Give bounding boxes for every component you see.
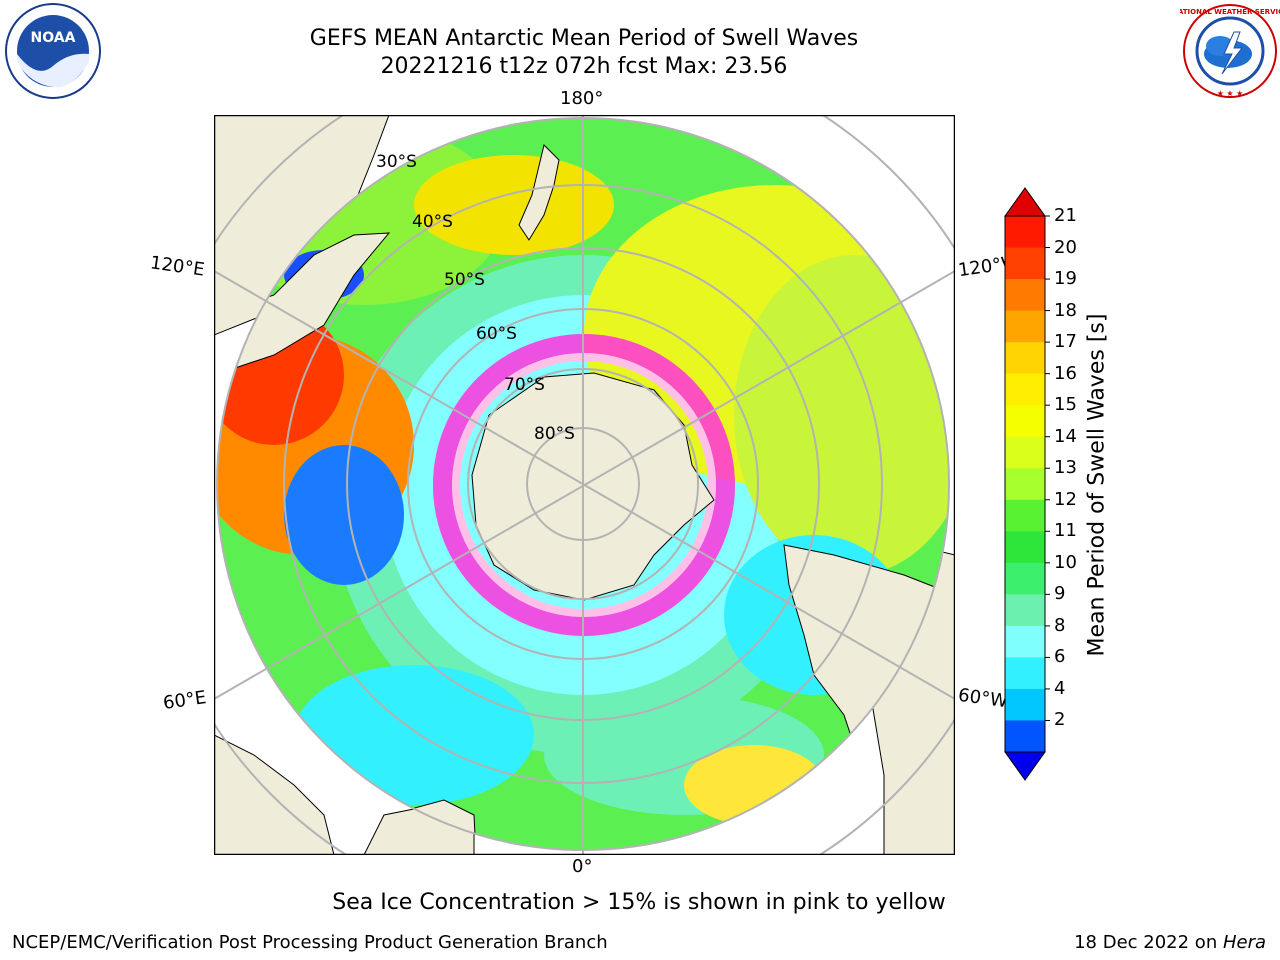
nws-logo-text: NATIONAL WEATHER SERVICE <box>1180 8 1280 16</box>
colorbar-label: Mean Period of Swell Waves [s] <box>1084 313 1110 657</box>
nws-logo: NATIONAL WEATHER SERVICE ★ ★ ★ <box>1180 4 1280 98</box>
colorbar-segment <box>1005 625 1045 658</box>
chart-title: GEFS MEAN Antarctic Mean Period of Swell… <box>309 26 859 51</box>
colorbar-tick-label: 2 <box>1054 709 1066 731</box>
land-new-zealand <box>518 144 560 241</box>
colorbar-outline <box>1004 215 1046 753</box>
colorbar-segment <box>1005 373 1045 406</box>
lat-label-30s: 30°S <box>376 152 417 172</box>
colorbar-segment <box>1005 247 1045 280</box>
lon-label-120e: 120°E <box>148 252 206 281</box>
colorbar-segment <box>1005 216 1045 249</box>
footer-date-text: 18 Dec 2022 on <box>1074 932 1223 953</box>
colorbar-tick-label: 17 <box>1054 331 1077 353</box>
noaa-logo: NOAA <box>5 3 101 99</box>
colorbar-tick-label: 6 <box>1054 646 1066 668</box>
lat-label-40s: 40°S <box>412 212 453 232</box>
colorbar-tick-label: 8 <box>1054 614 1066 636</box>
colorbar-segment <box>1005 594 1045 627</box>
colorbar-tick-label: 12 <box>1054 488 1077 510</box>
colorbar-tick-label: 14 <box>1054 425 1077 447</box>
svg-text:★ ★ ★: ★ ★ ★ <box>1217 89 1244 98</box>
colorbar-segment <box>1005 499 1045 532</box>
colorbar-segment <box>1005 720 1045 753</box>
lon-label-180: 180° <box>560 88 604 109</box>
footer-host: Hera <box>1222 932 1266 953</box>
colorbar-segment <box>1005 468 1045 501</box>
colorbar-tick-label: 16 <box>1054 362 1077 384</box>
colorbar-tick-label: 4 <box>1054 677 1066 699</box>
lat-label-70s: 70°S <box>504 375 545 395</box>
land-australia <box>217 232 391 376</box>
colorbar-tick-label: 20 <box>1054 236 1077 258</box>
colorbar-over-triangle <box>1004 187 1046 217</box>
colorbar-under-triangle <box>1004 751 1046 781</box>
chart-subtitle: 20221216 t12z 072h fcst Max: 23.56 <box>380 54 788 79</box>
polar-map <box>214 115 955 855</box>
colorbar-tick-label: 11 <box>1054 520 1077 542</box>
lat-label-60s: 60°S <box>476 324 517 344</box>
colorbar-tick-label: 21 <box>1054 205 1077 226</box>
noaa-logo-text: NOAA <box>31 30 76 46</box>
colorbar-segment <box>1005 342 1045 375</box>
graticule <box>214 115 955 855</box>
sea-ice-note: Sea Ice Concentration > 15% is shown in … <box>332 890 946 915</box>
colorbar-tick-label: 15 <box>1054 394 1077 416</box>
colorbar-tick-label: 9 <box>1054 583 1066 605</box>
colorbar-tick-label: 18 <box>1054 299 1077 321</box>
colorbar-tick-label: 10 <box>1054 551 1077 573</box>
colorbar-segment <box>1005 279 1045 312</box>
lat-label-80s: 80°S <box>534 424 575 444</box>
lon-label-60e: 60°E <box>161 687 208 714</box>
colorbar-segment <box>1005 405 1045 438</box>
colorbar-segment <box>1005 531 1045 564</box>
lat-label-50s: 50°S <box>444 270 485 290</box>
colorbar <box>1004 187 1050 781</box>
footer-credit: NCEP/EMC/Verification Post Processing Pr… <box>12 932 608 953</box>
lon-label-0: 0° <box>572 856 593 877</box>
colorbar-segment <box>1005 688 1045 721</box>
colorbar-segment <box>1005 657 1045 690</box>
colorbar-tick-label: 13 <box>1054 457 1077 479</box>
colorbar-segment <box>1005 436 1045 469</box>
footer-date: 18 Dec 2022 on Hera <box>1074 932 1266 953</box>
colorbar-tick-label: 19 <box>1054 268 1077 290</box>
colorbar-segment <box>1005 562 1045 595</box>
colorbar-segment <box>1005 310 1045 343</box>
